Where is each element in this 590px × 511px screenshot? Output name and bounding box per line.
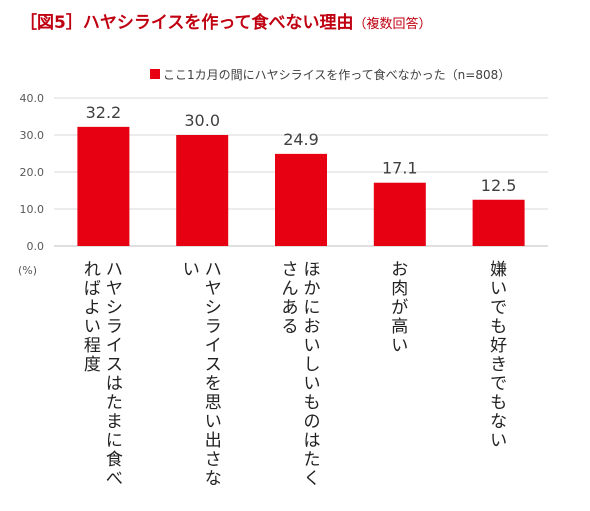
category-char: シ [106,298,123,318]
category-char: は [304,431,321,451]
category-char: か [304,279,321,299]
category-char: べ [106,469,123,489]
category-char: に [304,298,321,318]
category-char: も [490,393,507,413]
category-char: お [304,317,321,337]
category-char: 程 [84,336,101,356]
category-char: ハ [205,260,222,280]
category-char: 出 [205,431,222,451]
category-char: イ [106,336,123,356]
category-char: あ [282,298,299,318]
y-tick-label: 30.0 [20,129,45,142]
category-char: い [304,374,321,394]
category-char: な [205,469,222,489]
y-tick-label: 40.0 [20,92,45,105]
category-char: い [490,431,507,451]
category-char: シ [205,298,222,318]
category-char: も [304,393,321,413]
data-label: 30.0 [184,111,220,130]
category-char: き [490,355,507,375]
category-char: し [304,355,321,375]
chart-title: ［図5］ハヤシライスを作って食べない理由 [20,13,354,33]
data-label: 17.1 [382,159,418,178]
category-char: が [391,298,408,318]
data-label: 32.2 [86,103,122,122]
category-char: 度 [84,355,101,375]
category-char: イ [205,336,222,356]
y-tick-label: 0.0 [27,240,45,253]
category-char: 高 [391,317,408,337]
category-char: ス [106,355,123,375]
category-char: た [304,450,321,470]
category-char: で [490,298,507,318]
category-char: さ [282,260,299,280]
category-char: る [282,317,299,337]
category-char: ば [84,279,101,299]
data-label: 24.9 [283,130,319,149]
category-char: の [304,412,321,432]
category-char: た [106,393,123,413]
y-axis-ticks: 40.0 30.0 20.0 10.0 0.0 [20,92,45,253]
title-line: ［図5］ハヤシライスを作って食べない理由（複数回答） [20,8,431,33]
category-char: も [490,317,507,337]
category-char: 食 [106,450,123,470]
legend-label: ここ1カ月の間にハヤシライスを作って食べなかった（n=808） [163,67,510,82]
category-char: い [84,317,101,337]
category-char: い [391,336,408,356]
category-char: 思 [205,393,222,413]
category-char: ま [106,412,123,432]
category-char: お [391,260,408,280]
data-label: 12.5 [481,176,517,195]
category-char: 好 [490,336,507,356]
category-char: で [490,374,507,394]
bar [77,126,130,246]
bar [176,135,229,246]
category-char: は [106,374,123,394]
category-char: 肉 [391,279,408,299]
category-char: く [304,469,321,489]
category-char: ヤ [205,279,222,299]
y-tick-label: 10.0 [20,203,45,216]
category-char: い [490,279,507,299]
category-char: に [106,431,123,451]
category-char: い [205,412,222,432]
bar [373,182,426,246]
legend: ここ1カ月の間にハヤシライスを作って食べなかった（n=808） [150,67,510,82]
category-char: い [183,260,200,280]
data-labels: 32.2 30.0 24.9 17.1 12.5 [86,103,517,195]
category-char: ん [282,279,299,299]
y-tick-label: 20.0 [20,166,45,179]
category-char: を [205,374,222,394]
bar [275,153,327,246]
category-char: い [304,336,321,356]
chart-subtitle: （複数回答） [353,17,432,32]
category-char: れ [84,260,101,280]
category-char: よ [84,298,101,318]
category-char: ラ [205,317,222,337]
category-char: ハ [106,260,123,280]
category-char: ス [205,355,222,375]
category-char: ヤ [106,279,123,299]
category-char: さ [205,450,222,470]
bars [77,126,525,246]
category-char: 嫌 [490,260,507,280]
legend-swatch [150,69,160,79]
category-char: ラ [106,317,123,337]
bar [472,199,525,246]
category-char: な [490,412,507,432]
y-axis-unit: (%) [18,264,37,277]
category-char: ほ [304,260,321,280]
